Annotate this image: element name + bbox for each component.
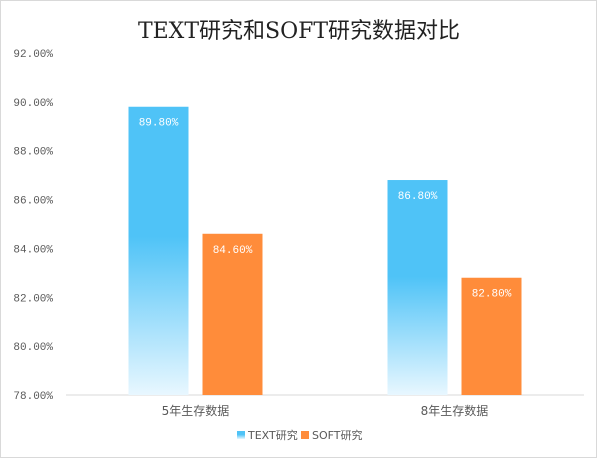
bars: 89.80% 86.80% 84.60% 82.80%: [128, 106, 522, 395]
y-tick-label: 90.00%: [13, 98, 53, 110]
y-tick-label: 82.00%: [13, 293, 53, 305]
data-label: 89.80%: [139, 118, 179, 130]
legend-swatch: [237, 431, 245, 439]
legend-swatch: [301, 431, 309, 439]
y-tick-label: 86.00%: [13, 196, 53, 208]
data-label: 86.80%: [398, 191, 438, 203]
x-axis-categories: 5年生存数据 8年生存数据: [162, 403, 489, 418]
y-tick-label: 92.00%: [13, 49, 53, 61]
bar-soft-1: [461, 277, 522, 395]
data-label: 84.60%: [213, 245, 253, 257]
data-label: 82.80%: [472, 289, 512, 301]
bar-soft-0: [202, 233, 263, 395]
y-tick-label: 84.00%: [13, 244, 53, 256]
legend-label: SOFT研究: [312, 428, 363, 442]
y-tick-label: 80.00%: [13, 342, 53, 354]
bar-text-1: [387, 180, 448, 395]
bar-text-0: [128, 106, 189, 395]
x-category-label: 8年生存数据: [421, 403, 489, 418]
legend: TEXT研究 SOFT研究: [237, 428, 363, 442]
legend-label: TEXT研究: [247, 428, 298, 442]
chart-title: TEXT研究和SOFT研究数据对比: [138, 19, 460, 44]
y-tick-label: 78.00%: [13, 391, 53, 403]
x-category-label: 5年生存数据: [162, 403, 230, 418]
y-tick-label: 88.00%: [13, 147, 53, 159]
